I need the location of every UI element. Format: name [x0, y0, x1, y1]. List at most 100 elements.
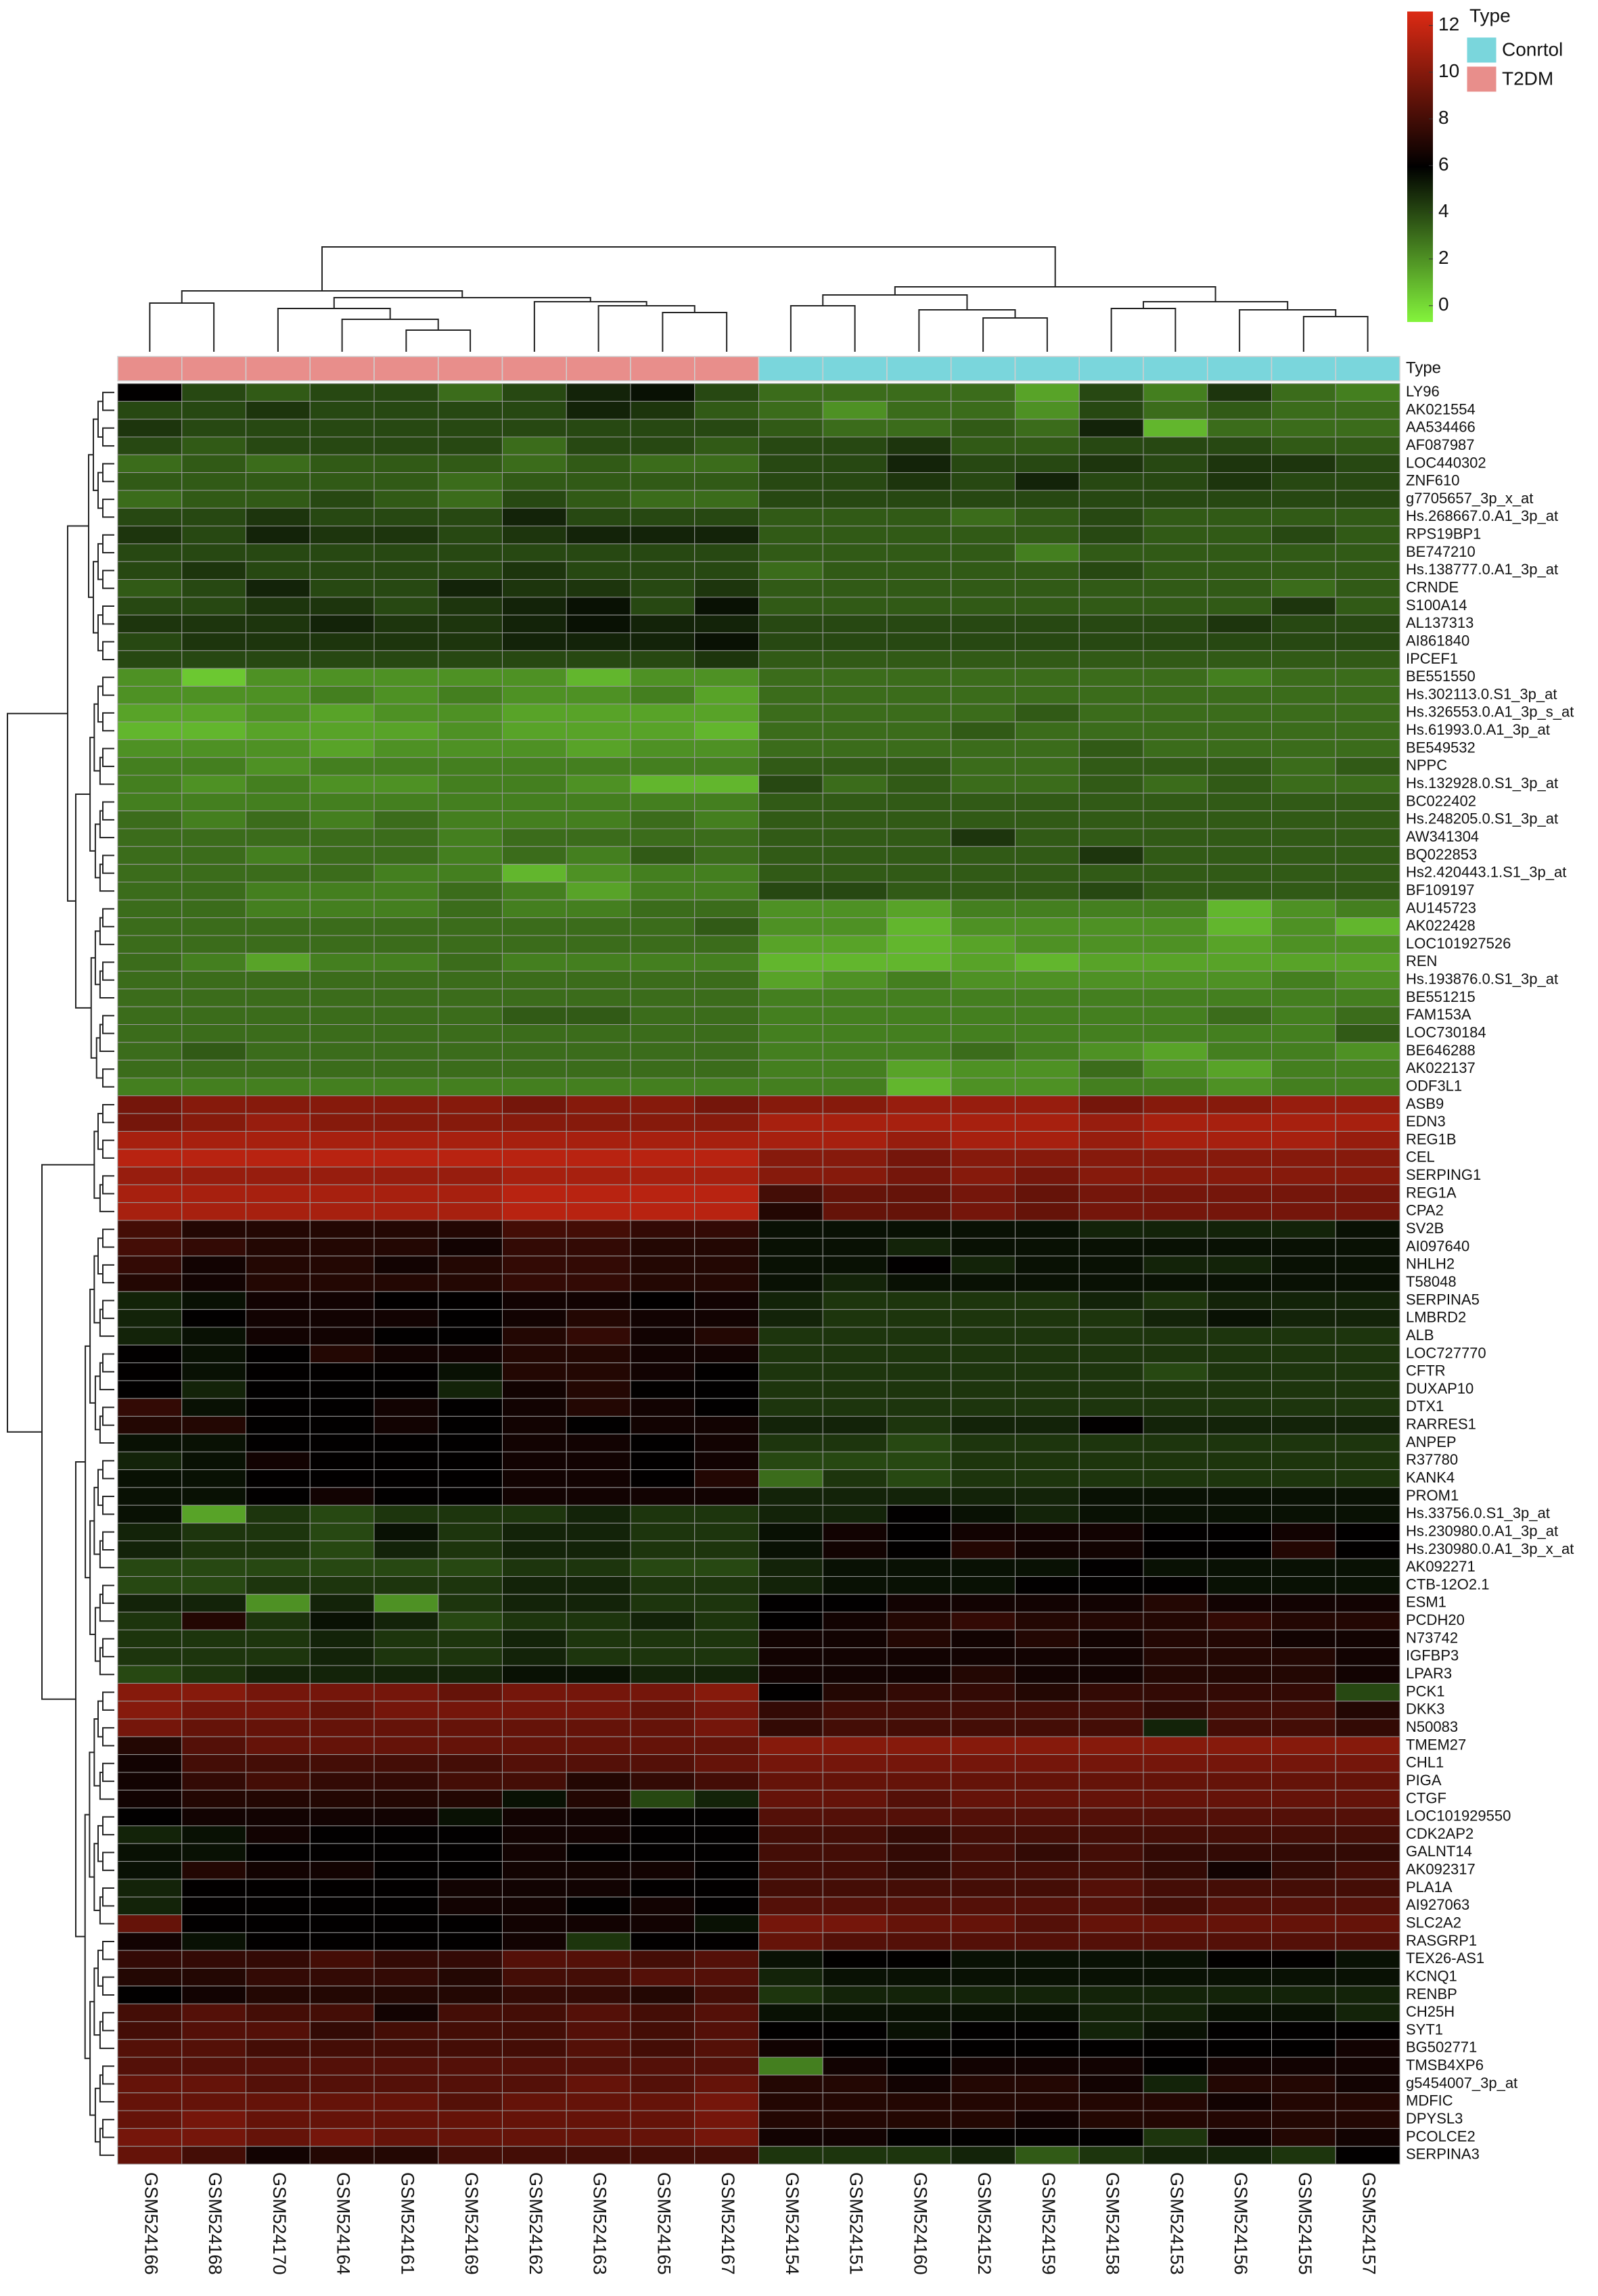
heatmap-cell [1271, 685, 1336, 705]
heatmap-cell [246, 1701, 311, 1720]
heatmap-cell [1015, 864, 1080, 883]
heatmap-cell [886, 1914, 952, 1933]
heatmap-cell [1143, 526, 1208, 545]
heatmap-cell [502, 1398, 567, 1417]
heatmap-cell [951, 721, 1015, 740]
heatmap-cell [373, 704, 439, 722]
heatmap-cell [181, 543, 246, 562]
heatmap-cell [1207, 757, 1272, 776]
heatmap-cell [822, 543, 888, 562]
heatmap-cell [181, 419, 246, 438]
dendrogram-branch [102, 1229, 114, 1248]
heatmap-cell [438, 1825, 503, 1844]
heatmap-cell [373, 1451, 439, 1471]
heatmap-cell [373, 1950, 439, 1969]
heatmap-cell [694, 846, 759, 865]
heatmap-cell [1143, 1967, 1208, 1987]
heatmap-cell [694, 543, 759, 562]
heatmap-cell [1207, 810, 1272, 829]
heatmap-cell [1015, 1291, 1080, 1310]
heatmap-cell [1015, 1042, 1080, 1061]
heatmap-cell [822, 1469, 888, 1488]
heatmap-cell [246, 1362, 311, 1381]
heatmap-cell [502, 419, 567, 438]
colorbar-tick-label: 10 [1438, 60, 1459, 81]
heatmap-cell [1143, 614, 1208, 633]
heatmap-cell [694, 383, 759, 402]
heatmap-cell [630, 1914, 695, 1933]
heatmap-cell [438, 436, 503, 455]
heatmap-cell [951, 507, 1015, 527]
heatmap-cell [1207, 597, 1272, 616]
heatmap-cell [758, 1487, 823, 1506]
heatmap-cell [502, 2003, 567, 2022]
heatmap-cell [886, 846, 952, 865]
heatmap-cell [246, 1718, 311, 1737]
heatmap-cell [886, 1576, 952, 1595]
heatmap-cell [1271, 1843, 1336, 1862]
heatmap-cell [1015, 704, 1080, 722]
heatmap-cell [1078, 1701, 1144, 1720]
column-label: GSM524164 [334, 2172, 354, 2275]
heatmap-cell [822, 2110, 888, 2129]
heatmap-cell [758, 2021, 823, 2040]
heatmap-cell [502, 1309, 567, 1328]
heatmap-cell [694, 2146, 759, 2165]
heatmap-cell [181, 597, 246, 616]
heatmap-cell [309, 1291, 375, 1310]
heatmap-cell [1271, 472, 1336, 491]
heatmap-cell [758, 526, 823, 545]
heatmap-cell [886, 757, 952, 776]
heatmap-cell [822, 1896, 888, 1916]
heatmap-cell [117, 1789, 183, 1809]
heatmap-cell [438, 1487, 503, 1506]
heatmap-cell [1078, 1540, 1144, 1559]
row-label: BG502771 [1406, 2039, 1477, 2056]
column-label: GSM524155 [1295, 2172, 1315, 2275]
heatmap-cell [1078, 1469, 1144, 1488]
heatmap-cell [886, 2128, 952, 2147]
heatmap-cell [246, 1843, 311, 1862]
heatmap-cell [1143, 1808, 1208, 1827]
dendrogram-branch [89, 2000, 95, 2116]
dendrogram-branch [333, 297, 591, 308]
heatmap-cell [117, 952, 183, 972]
heatmap-cell [438, 1006, 503, 1026]
heatmap-cell [373, 1754, 439, 1773]
annotation-cell [566, 356, 631, 382]
row-label: Hs.302113.0.S1_3p_at [1406, 685, 1557, 702]
heatmap-cell [1271, 1682, 1336, 1702]
heatmap-cell [502, 1237, 567, 1257]
heatmap-cell [758, 917, 823, 936]
heatmap-cell [694, 1344, 759, 1364]
heatmap-cell [630, 2110, 695, 2129]
heatmap-cell [1015, 757, 1080, 776]
heatmap-cell [117, 1718, 183, 1737]
heatmap-cell [246, 1682, 311, 1702]
heatmap-cell [886, 1701, 952, 1720]
heatmap-cell [694, 1825, 759, 1844]
heatmap-cell [566, 526, 631, 545]
heatmap-cell [951, 1843, 1015, 1862]
heatmap-cell [758, 846, 823, 865]
heatmap-cell [630, 1789, 695, 1809]
row-label: SERPINA3 [1406, 2146, 1480, 2163]
heatmap-cell [822, 1825, 888, 1844]
heatmap-cell [630, 739, 695, 758]
heatmap-cell [886, 1149, 952, 1168]
heatmap-cell [1207, 1398, 1272, 1417]
heatmap-cell [117, 1095, 183, 1114]
heatmap-cell [822, 1754, 888, 1773]
heatmap-cell [1078, 2039, 1144, 2058]
heatmap-cell [1078, 1505, 1144, 1523]
heatmap-cell [117, 632, 183, 651]
heatmap-cell [117, 614, 183, 633]
heatmap-cell [758, 650, 823, 669]
heatmap-cell [1015, 1879, 1080, 1898]
heatmap-cell [1271, 1398, 1336, 1417]
heatmap-cell [758, 792, 823, 812]
heatmap-cell [438, 899, 503, 919]
heatmap-cell [1143, 668, 1208, 687]
heatmap-cell [1143, 383, 1208, 402]
heatmap-cell [630, 1932, 695, 1951]
